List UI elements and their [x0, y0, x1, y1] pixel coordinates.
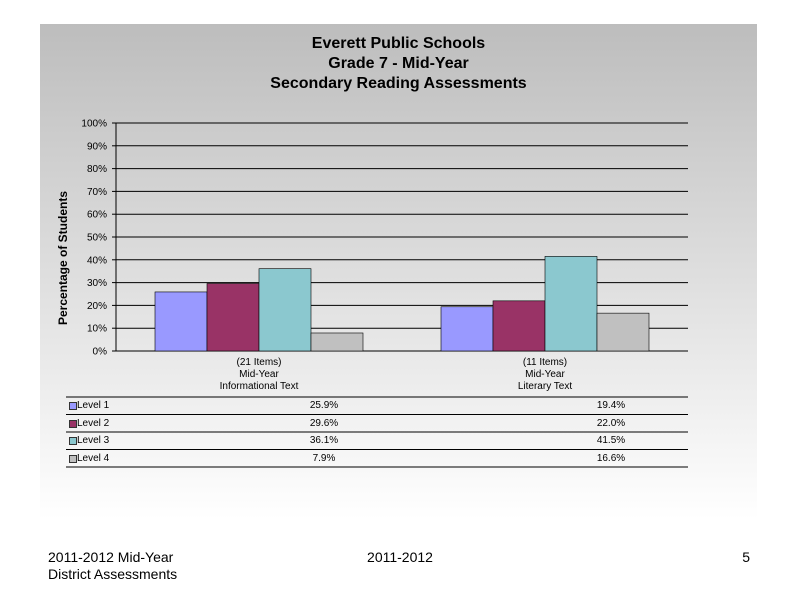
y-tick-label: 70% — [87, 187, 107, 198]
data-label: 22.0% — [596, 417, 626, 429]
bar — [154, 291, 208, 352]
data-label: 16.6% — [596, 452, 626, 464]
legend-swatch — [69, 419, 77, 428]
bar — [544, 256, 598, 352]
y-tick-label: 90% — [87, 141, 107, 152]
legend-label: Level 3 — [77, 435, 110, 446]
footer-left-line-1: 2011-2012 Mid-Year — [48, 549, 174, 565]
x-category-label: Mid-Year — [239, 369, 279, 380]
y-tick-label: 10% — [87, 324, 107, 335]
y-tick-label: 50% — [87, 233, 107, 244]
footer-left-line-2: District Assessments — [48, 566, 178, 582]
x-category-label: Literary Text — [518, 381, 573, 392]
y-tick-label: 100% — [81, 119, 107, 130]
x-category-label: (21 Items) — [236, 357, 281, 368]
data-label: 41.5% — [596, 435, 626, 446]
legend-swatch — [69, 454, 77, 463]
legend-row: Level 2 29.6% 22.0% — [66, 415, 688, 432]
bar — [492, 300, 546, 352]
legend-label: Level 4 — [77, 452, 110, 464]
legend-swatch — [69, 437, 77, 445]
y-tick-label: 80% — [87, 164, 107, 175]
page-number: 5 — [742, 549, 750, 565]
legend-label: Level 1 — [77, 400, 110, 411]
legend-swatch — [69, 402, 77, 410]
data-label: 36.1% — [309, 435, 339, 446]
y-tick-label: 20% — [87, 301, 107, 312]
chart-title-line-3: Secondary Reading Assessments — [270, 75, 527, 92]
data-label: 7.9% — [312, 452, 336, 464]
legend-row: Level 3 36.1% 41.5% — [66, 432, 688, 449]
x-category-label: Informational Text — [220, 381, 299, 392]
data-label: 25.9% — [309, 400, 339, 411]
legend-row: Level 4 7.9% 16.6% — [66, 450, 688, 467]
data-label: 29.6% — [309, 417, 339, 429]
y-tick-label: 40% — [87, 255, 107, 266]
chart-title-line-2: Grade 7 - Mid-Year — [328, 55, 469, 72]
chart-title-line-1: Everett Public Schools — [311, 35, 486, 52]
y-tick-label: 0% — [93, 347, 108, 358]
bar — [440, 306, 494, 352]
data-label: 19.4% — [596, 400, 626, 411]
chart-panel — [40, 24, 757, 519]
y-tick-label: 30% — [87, 278, 107, 289]
legend-label: Level 2 — [77, 417, 110, 429]
legend-row: Level 1 25.9% 19.4% — [66, 397, 688, 414]
x-category-label: (11 Items) — [523, 357, 567, 368]
bar — [596, 312, 650, 352]
footer-center: 2011-2012 — [367, 549, 433, 565]
bar — [258, 268, 312, 352]
y-tick-label: 60% — [87, 210, 107, 221]
bar — [310, 332, 364, 352]
bar — [206, 283, 260, 352]
x-category-label: Mid-Year — [525, 369, 565, 380]
